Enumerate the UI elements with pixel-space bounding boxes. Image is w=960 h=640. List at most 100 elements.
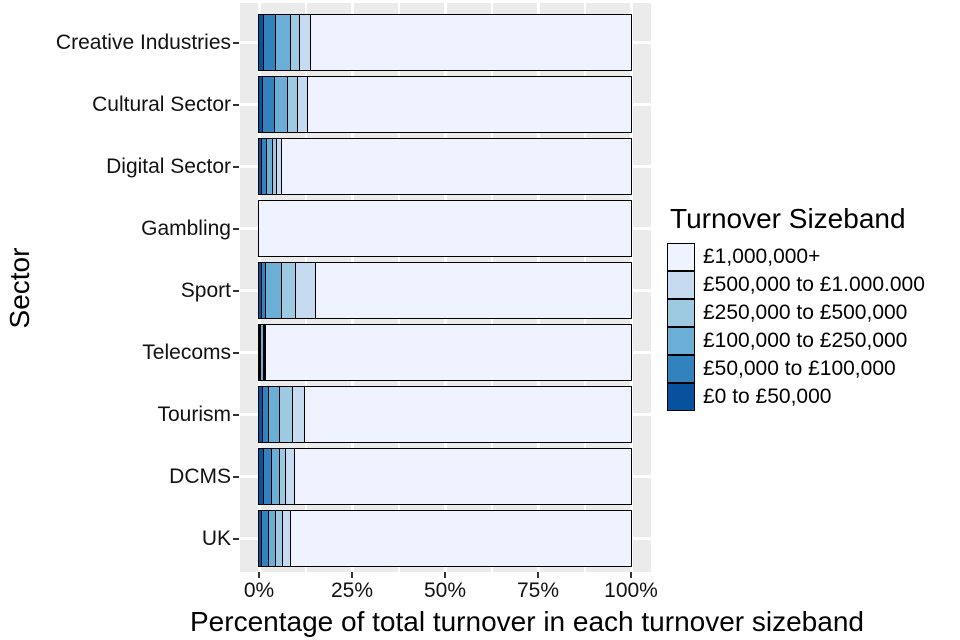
legend-entry-100-000-to-250-000: £100,000 to £250,000 (667, 326, 925, 355)
bar-segment-50-000-to-100-000 (262, 511, 270, 566)
legend-entries: £1,000,000+ £500,000 to £1.000.000 £250,00… (667, 242, 925, 411)
legend-swatch (667, 382, 695, 411)
legend-title: Turnover Sizeband (670, 203, 906, 234)
x-tick-label: 50% (423, 579, 467, 602)
bar-telecoms (258, 324, 632, 381)
bar-creative-industries (258, 14, 632, 71)
legend-entry-0-to-50-000: £0 to £50,000 (667, 382, 925, 411)
bar-uk (258, 510, 632, 567)
bar-digital-sector (258, 138, 632, 195)
y-tick-label-sport: Sport (180, 278, 231, 302)
bar-segment-500-000-to-1-000-000 (265, 325, 267, 380)
x-tick-mark (537, 572, 539, 578)
x-tick-mark (258, 572, 260, 578)
bar-segment-100-000-to-250-000 (269, 511, 276, 566)
y-tick-mark (233, 165, 239, 168)
legend-swatch (667, 298, 695, 327)
bar-segment-500-000-to-1-000-000 (298, 77, 309, 132)
bar-segment-50-000-to-100-000 (262, 139, 268, 194)
bar-segment-1-000-000 (308, 77, 631, 132)
bar-segment-500-000-to-1-000-000 (293, 387, 305, 442)
bar-segment-50-000-to-100-000 (263, 449, 272, 504)
y-tick-label-dcms: DCMS (169, 464, 231, 488)
x-tick-label: 25% (330, 579, 374, 602)
bar-segment-100-000-to-250-000 (267, 139, 274, 194)
bar-segment-250-000-to-500-000 (282, 263, 296, 318)
legend-label: £250,000 to £500,000 (703, 301, 908, 324)
legend-label: £500,000 to £1.000.000 (703, 273, 925, 296)
y-tick-label-cultural-sector: Cultural Sector (92, 92, 231, 116)
x-axis-title: Percentage of total turnover in each tur… (190, 606, 864, 637)
y-tick-mark (233, 413, 239, 416)
x-tick-label: 0% (243, 579, 275, 602)
y-tick-mark (233, 41, 239, 44)
y-tick-label-tourism: Tourism (157, 402, 231, 426)
plot-panel (240, 3, 651, 572)
bar-segment-1-000-000 (290, 511, 631, 566)
bar-dcms (258, 448, 632, 505)
bar-segment-250-000-to-500-000 (287, 77, 299, 132)
bar-segment-250-000-to-500-000 (275, 511, 284, 566)
legend: Turnover Sizeband £1,000,000+ £500,000 to… (667, 203, 925, 411)
y-tick-label-digital-sector: Digital Sector (106, 154, 231, 178)
legend-entry-500-000-to-1-000-000: £500,000 to £1.000.000 (667, 270, 925, 299)
legend-swatch (667, 354, 695, 383)
bar-segment-1-000-000 (259, 201, 631, 256)
bar-segment-50-000-to-100-000 (260, 325, 261, 380)
x-tick-label: 100% (604, 579, 658, 602)
bar-segment-0-to-50-000 (259, 387, 264, 442)
legend-label: £50,000 to £100,000 (703, 357, 896, 380)
legend-swatch (667, 326, 695, 355)
x-tick-mark (351, 572, 353, 578)
y-tick-label-gambling: Gambling (141, 216, 231, 240)
legend-entry-50-000-to-100-000: £50,000 to £100,000 (667, 354, 925, 383)
y-tick-mark (233, 103, 239, 106)
legend-entry-1-000-000: £1,000,000+ (667, 242, 925, 271)
bar-segment-500-000-to-1-000-000 (283, 511, 291, 566)
bar-segment-0-to-50-000 (259, 77, 264, 132)
bar-segment-100-000-to-250-000 (271, 449, 280, 504)
legend-swatch (667, 242, 695, 271)
bar-segment-1-000-000 (315, 263, 631, 318)
bar-segment-500-000-to-1-000-000 (300, 15, 312, 70)
bar-segment-1-000-000 (311, 15, 631, 70)
legend-label: £100,000 to £250,000 (703, 329, 908, 352)
y-tick-mark (233, 351, 239, 354)
bar-segment-50-000-to-100-000 (261, 263, 267, 318)
bar-segment-0-to-50-000 (259, 325, 260, 380)
bar-segment-50-000-to-100-000 (264, 15, 277, 70)
y-tick-mark (233, 537, 239, 540)
y-tick-mark (233, 227, 239, 230)
bar-segment-50-000-to-100-000 (263, 387, 270, 442)
bar-segment-500-000-to-1-000-000 (277, 139, 282, 194)
bar-segment-250-000-to-500-000 (279, 387, 294, 442)
y-tick-label-uk: UK (201, 526, 231, 550)
bar-segment-100-000-to-250-000 (261, 325, 264, 380)
x-tick-mark (444, 572, 446, 578)
bar-segment-1-000-000 (266, 325, 631, 380)
bar-segment-0-to-50-000 (259, 511, 263, 566)
bar-segment-1-000-000 (295, 449, 631, 504)
legend-label: £1,000,000+ (703, 245, 821, 268)
bar-segment-100-000-to-250-000 (276, 15, 292, 70)
y-tick-label-telecoms: Telecoms (142, 340, 231, 364)
bar-tourism (258, 386, 632, 443)
bar-segment-250-000-to-500-000 (273, 139, 278, 194)
bar-segment-0-to-50-000 (259, 263, 262, 318)
legend-label: £0 to £50,000 (703, 385, 832, 408)
bar-segment-50-000-to-100-000 (263, 77, 275, 132)
bar-segment-0-to-50-000 (259, 139, 263, 194)
bar-segment-500-000-to-1-000-000 (286, 449, 296, 504)
y-axis-title: Sector (4, 247, 35, 329)
bar-cultural-sector (258, 76, 632, 133)
bar-gambling (258, 200, 632, 257)
y-tick-mark (233, 289, 239, 292)
bar-sport (258, 262, 632, 319)
x-tick-mark (630, 572, 632, 578)
bar-segment-100-000-to-250-000 (274, 77, 288, 132)
bar-segment-1-000-000 (281, 139, 631, 194)
x-tick-label: 75% (516, 579, 560, 602)
legend-swatch (667, 270, 695, 299)
y-tick-label-creative-industries: Creative Industries (55, 30, 231, 54)
